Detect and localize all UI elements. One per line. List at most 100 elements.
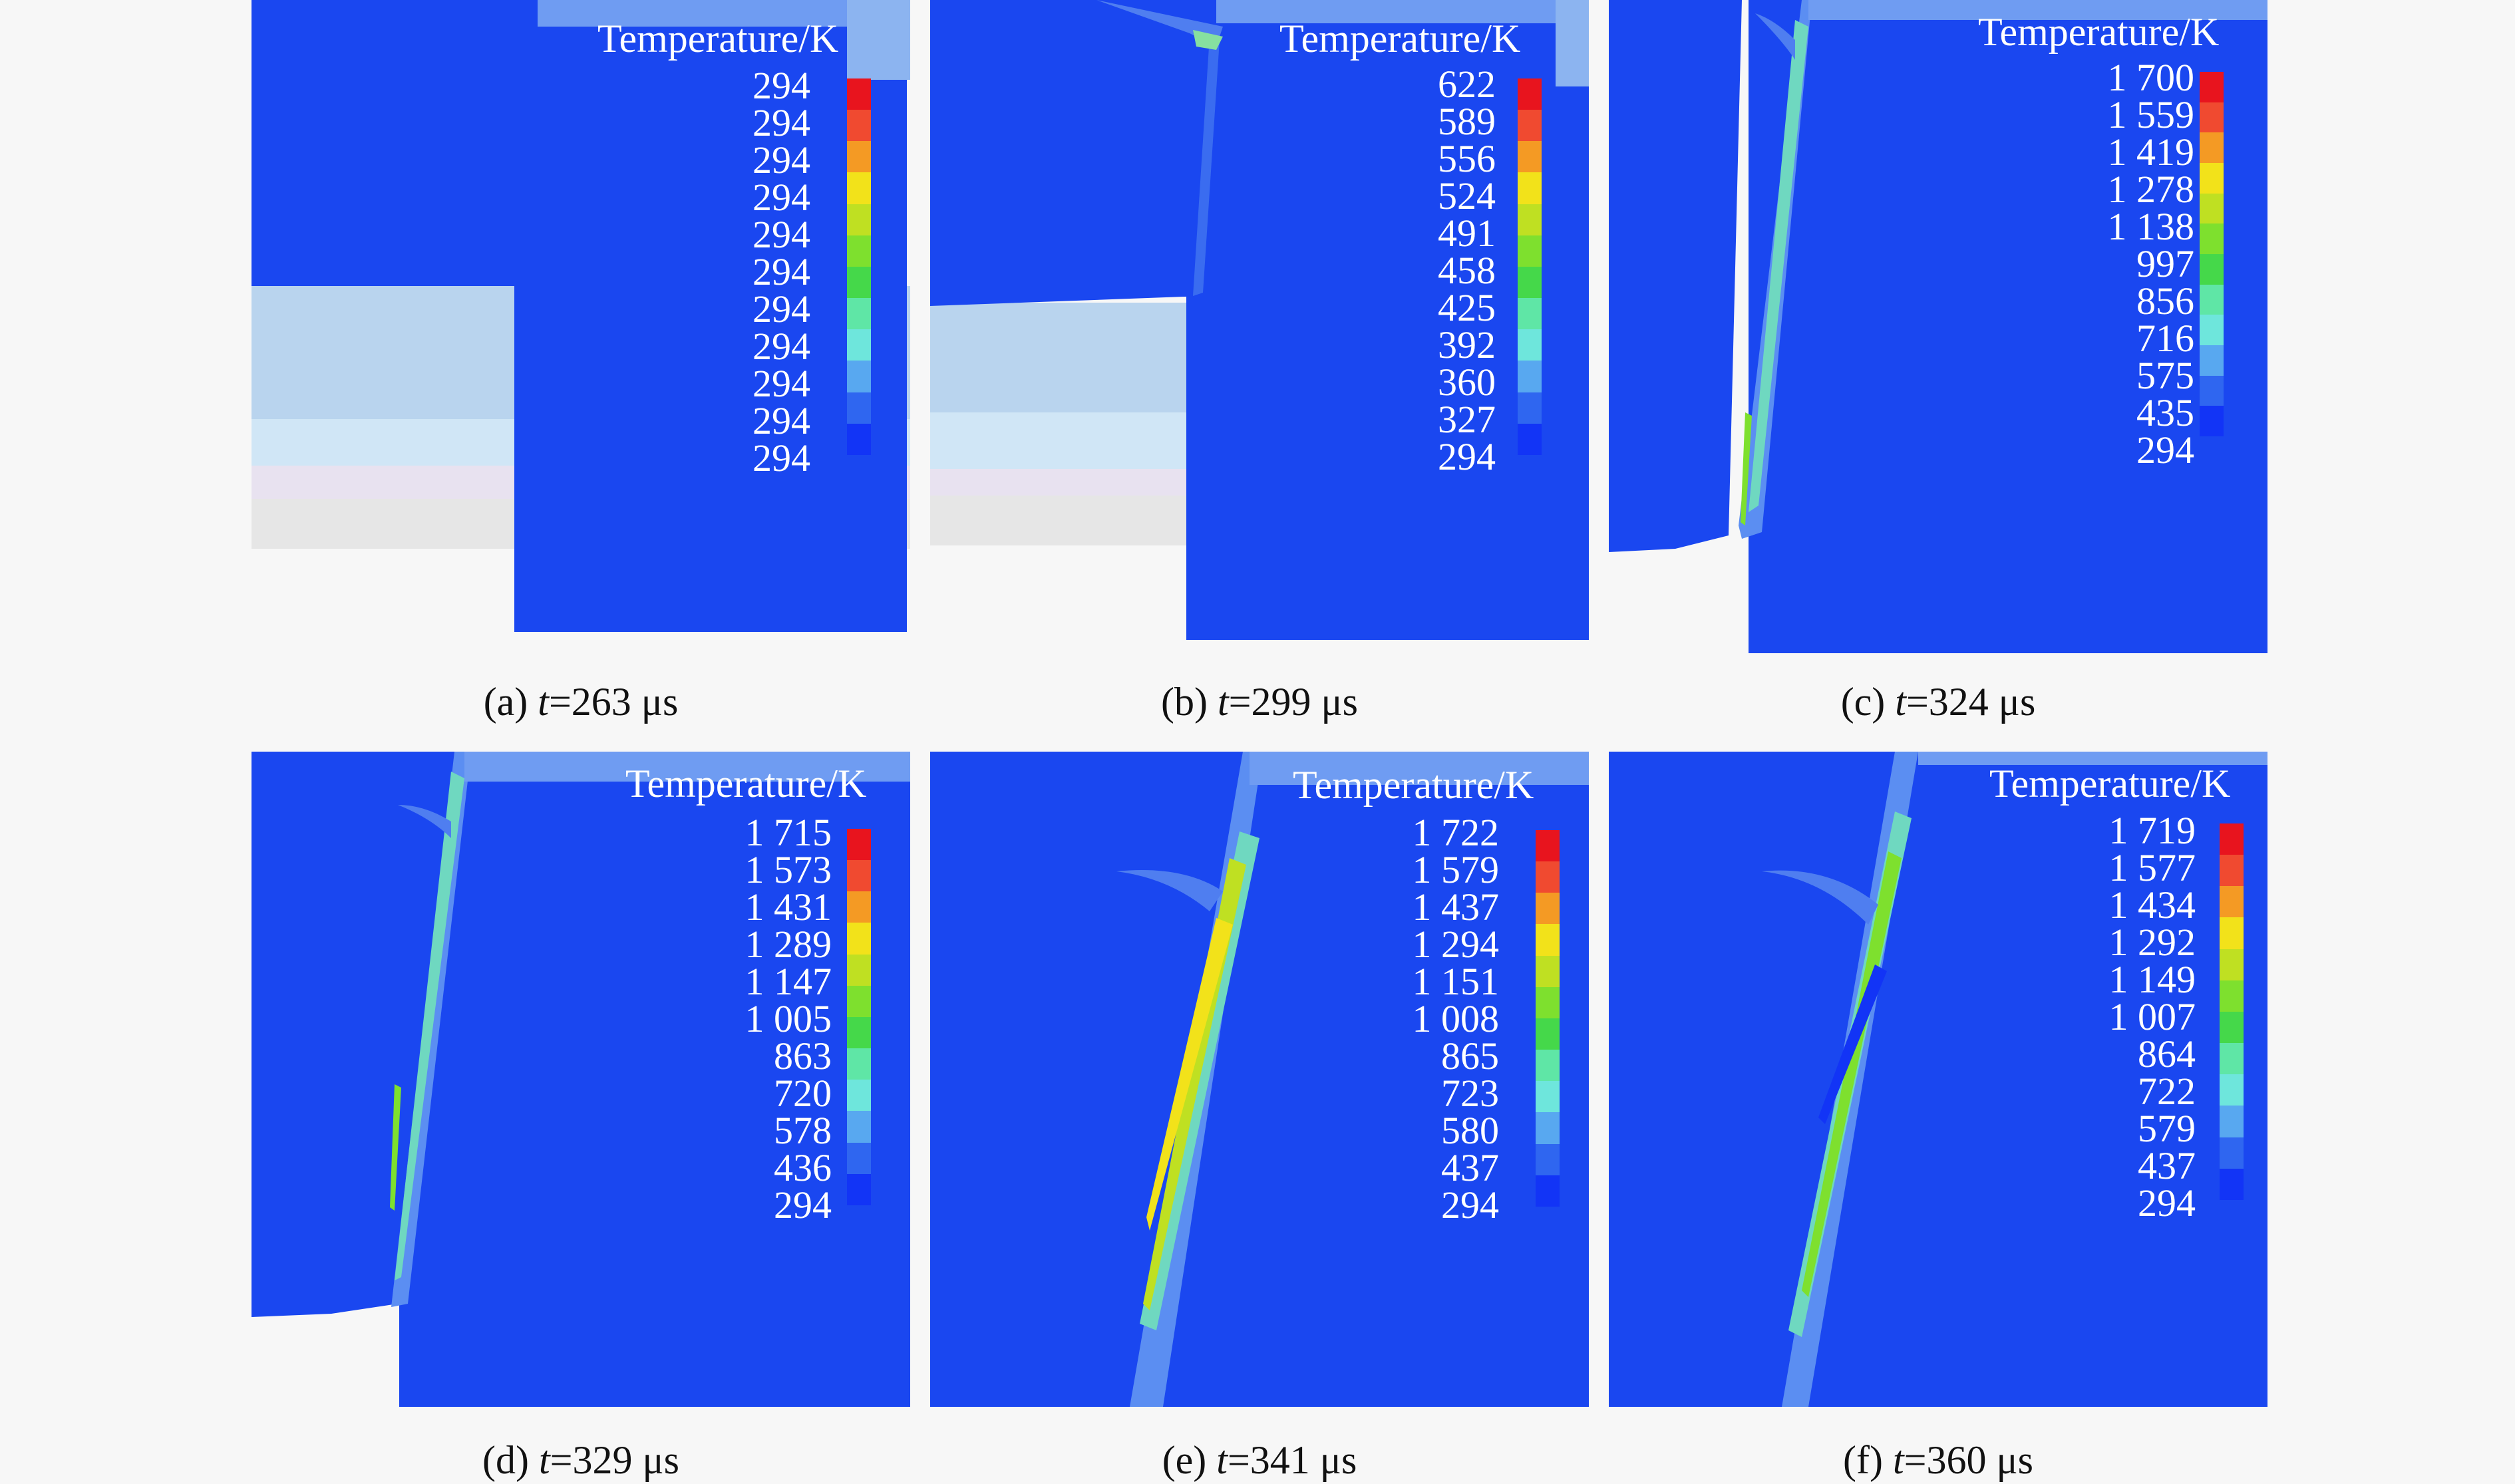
colorbar-segment (1518, 423, 1542, 455)
legend-value: 436 (774, 1146, 832, 1189)
legend-value: 722 (2138, 1070, 2196, 1113)
legend-value: 1 419 (2107, 130, 2195, 174)
colorbar-segment (847, 298, 871, 330)
colorbar-segment (847, 329, 871, 361)
legend-value: 392 (1438, 323, 1496, 367)
legend-value: 1 289 (745, 923, 832, 966)
colorbar-segment (1518, 172, 1542, 204)
caption-var: t (1895, 680, 1906, 724)
colorbar-segment (847, 423, 871, 455)
legend-value: 863 (774, 1034, 832, 1078)
legend-value: 294 (753, 287, 810, 331)
legend-value: 1 434 (2108, 883, 2196, 927)
legend-value: 1 147 (745, 960, 832, 1003)
colorbar-segment (847, 266, 871, 299)
caption-value: =360 μs (1904, 1438, 2033, 1482)
legend-value: 1 579 (1412, 848, 1500, 891)
colorbar-segment (2220, 949, 2244, 980)
colorbar-segment (847, 985, 871, 1017)
colorbar-segment (1518, 141, 1542, 173)
legend-values: 294 294 294 294 294 294 294 294 294 294 294 (637, 64, 810, 478)
colorbar-segment (1536, 986, 1560, 1018)
colorbar-segment (847, 1173, 871, 1205)
colorbar-segment (1536, 1112, 1560, 1144)
caption-e: (e) t=341 μs (930, 1440, 1589, 1480)
colorbar-segment (847, 860, 871, 892)
colorbar-segment (847, 1048, 871, 1080)
legend-value: 327 (1438, 398, 1496, 441)
colorbar-segment (1536, 893, 1560, 925)
legend-value: 294 (753, 101, 810, 144)
legend-value: 580 (1441, 1109, 1499, 1152)
legend-value: 294 (2138, 1181, 2196, 1225)
legend-title: Temperature/K (1279, 17, 1521, 61)
colorbar-segment (2220, 980, 2244, 1012)
legend-title: Temperature/K (1293, 763, 1534, 807)
legend-value: 856 (2136, 279, 2194, 323)
colorbar-segment (1518, 392, 1542, 424)
legend-value: 294 (753, 399, 810, 442)
colorbar-segment (1536, 924, 1560, 956)
colorbar (2220, 823, 2244, 1200)
colorbar-segment (847, 923, 871, 955)
legend-values: 1 715 1 573 1 431 1 289 1 147 1 005 863 720 578 4… (659, 814, 832, 1225)
legend-value: 716 (2136, 317, 2194, 360)
legend-value: 1 722 (1412, 811, 1500, 854)
legend-value: 575 (2136, 354, 2194, 397)
simulation-panel-d: Temperature/K 1 715 1 573 1 431 1 289 1 147 1… (252, 752, 910, 1407)
colorbar-segment (2220, 1168, 2244, 1200)
colorbar-segment (1518, 266, 1542, 299)
legend-value: 294 (753, 64, 810, 107)
legend-value: 1 151 (1412, 960, 1500, 1003)
colorbar-segment (2220, 1043, 2244, 1075)
caption-prefix: (e) (1162, 1438, 1217, 1482)
colorbar-segment (847, 954, 871, 986)
colorbar-segment (2220, 1011, 2244, 1044)
colorbar-segment (1518, 361, 1542, 392)
colorbar-segment (2200, 223, 2224, 254)
legend-value: 1 559 (2107, 93, 2195, 136)
legend-value: 1 292 (2108, 921, 2196, 964)
colorbar-segment (2200, 132, 2224, 163)
caption-var: t (538, 1438, 550, 1482)
colorbar-segment (1518, 235, 1542, 267)
legend-value: 437 (1441, 1146, 1499, 1189)
colorbar-segment (2200, 345, 2224, 376)
colorbar-segment (847, 78, 871, 110)
legend-title: Temperature/K (1989, 762, 2231, 806)
legend-value: 1 437 (1412, 885, 1500, 929)
colorbar-segment (2200, 193, 2224, 224)
legend-title: Temperature/K (1978, 10, 2220, 54)
caption-value: =263 μs (548, 680, 679, 724)
legend-value: 622 (1438, 63, 1496, 106)
legend-value: 1 294 (1412, 923, 1500, 966)
colorbar-segment (847, 1142, 871, 1174)
colorbar (1518, 78, 1542, 455)
colorbar-segment (1518, 110, 1542, 142)
colorbar-segment (2220, 1106, 2244, 1137)
caption-prefix: (d) (482, 1438, 539, 1482)
simulation-panel-c: Temperature/K 1 700 1 559 1 419 1 278 1 138 9… (1609, 0, 2267, 653)
colorbar-segment (847, 204, 871, 235)
legend-value: 864 (2138, 1032, 2196, 1076)
simulation-panel-e: Temperature/K 1 722 1 579 1 437 1 294 1 151 1… (930, 752, 1589, 1407)
legend-value: 294 (753, 213, 810, 256)
legend-value: 1 005 (745, 997, 832, 1040)
legend-value: 1 149 (2108, 958, 2196, 1001)
temperature-field-a (252, 0, 910, 635)
caption-a: (a) t=263 μs (252, 682, 910, 722)
legend-value: 720 (774, 1072, 832, 1115)
colorbar-segment (1536, 955, 1560, 987)
colorbar (1536, 830, 1560, 1207)
legend-value: 556 (1438, 137, 1496, 180)
legend-value: 294 (753, 362, 810, 405)
legend-title: Temperature/K (625, 762, 867, 806)
legend-value: 1 577 (2108, 846, 2196, 889)
legend-value: 1 719 (2108, 809, 2196, 852)
colorbar-segment (2220, 917, 2244, 949)
caption-d: (d) t=329 μs (252, 1440, 910, 1480)
legend-value: 360 (1438, 361, 1496, 404)
colorbar-segment (2200, 315, 2224, 345)
colorbar-segment (2200, 406, 2224, 436)
caption-prefix: (c) (1840, 680, 1896, 724)
